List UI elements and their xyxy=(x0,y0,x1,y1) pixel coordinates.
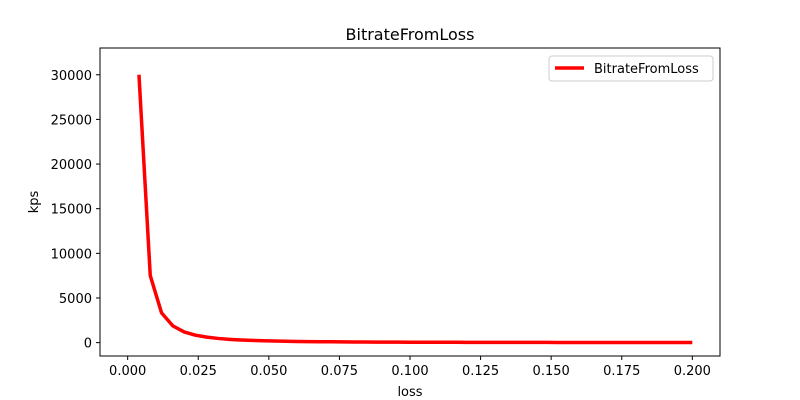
x-axis-label: loss xyxy=(397,385,422,400)
series-line-bitratefromloss xyxy=(137,74,693,345)
legend: BitrateFromLoss xyxy=(548,55,714,82)
legend-box xyxy=(548,55,714,82)
legend-label: BitrateFromLoss xyxy=(594,62,699,77)
x-tick-label: 0.050 xyxy=(250,364,287,379)
chart-title: BitrateFromLoss xyxy=(346,25,475,44)
plot-frame xyxy=(99,47,721,357)
y-tick-label: 20000 xyxy=(51,158,92,173)
x-tick-label: 0.075 xyxy=(321,364,358,379)
y-tick-label: 25000 xyxy=(51,113,92,128)
x-tick-label: 0.200 xyxy=(674,364,711,379)
y-tick-label: 5000 xyxy=(59,292,92,307)
y-tick-label: 10000 xyxy=(51,247,92,262)
x-tick-label: 0.125 xyxy=(462,364,499,379)
x-tick-label: 0.025 xyxy=(180,364,217,379)
y-axis-label: kps xyxy=(27,191,42,214)
y-tick-label: 0 xyxy=(84,337,92,352)
x-axis-ticks: 0.000 0.025 0.050 0.075 0.100 0.125 0.150 0.175… xyxy=(109,356,711,379)
x-tick-label: 0.150 xyxy=(533,364,570,379)
y-axis-ticks: 0 5000 10000 15000 20000 25000 30000 xyxy=(51,69,100,352)
series-group xyxy=(137,74,693,345)
x-tick-label: 0.000 xyxy=(109,364,146,379)
y-tick-label: 15000 xyxy=(51,203,92,218)
x-tick-label: 0.175 xyxy=(603,364,640,379)
x-tick-label: 0.100 xyxy=(391,364,428,379)
plot-area xyxy=(100,48,720,356)
y-tick-label: 30000 xyxy=(51,69,92,84)
